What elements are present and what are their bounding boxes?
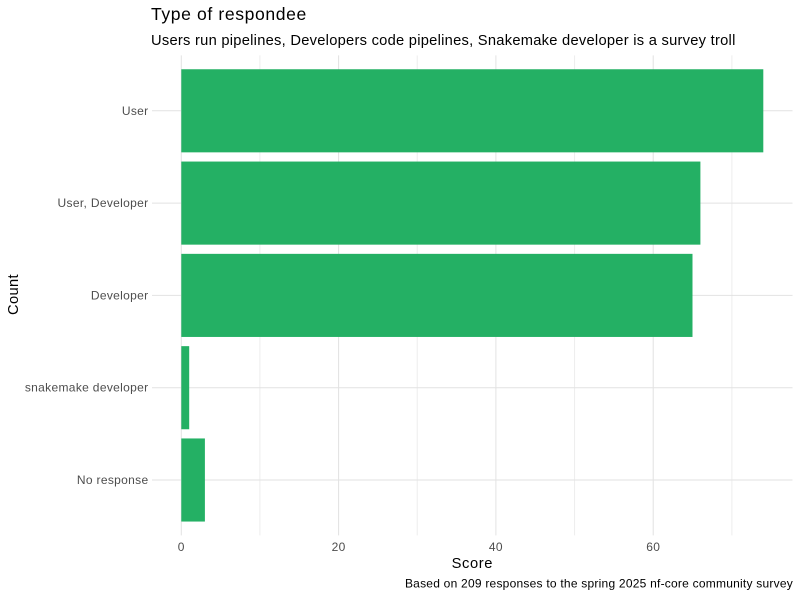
svg-text:Developer: Developer xyxy=(91,288,149,302)
svg-text:Count: Count xyxy=(6,274,22,315)
svg-text:Users run pipelines, Developer: Users run pipelines, Developers code pip… xyxy=(151,33,736,49)
svg-text:User: User xyxy=(122,104,149,118)
svg-text:40: 40 xyxy=(489,540,503,554)
svg-text:Score: Score xyxy=(452,556,493,572)
svg-text:Type of respondee: Type of respondee xyxy=(151,4,307,24)
svg-text:snakemake developer: snakemake developer xyxy=(25,381,149,395)
svg-text:User, Developer: User, Developer xyxy=(58,196,149,210)
svg-text:0: 0 xyxy=(178,540,185,554)
svg-text:20: 20 xyxy=(332,540,346,554)
svg-text:No response: No response xyxy=(77,473,149,487)
svg-text:Based on 209 responses to the: Based on 209 responses to the spring 202… xyxy=(405,577,793,591)
svg-text:60: 60 xyxy=(646,540,660,554)
